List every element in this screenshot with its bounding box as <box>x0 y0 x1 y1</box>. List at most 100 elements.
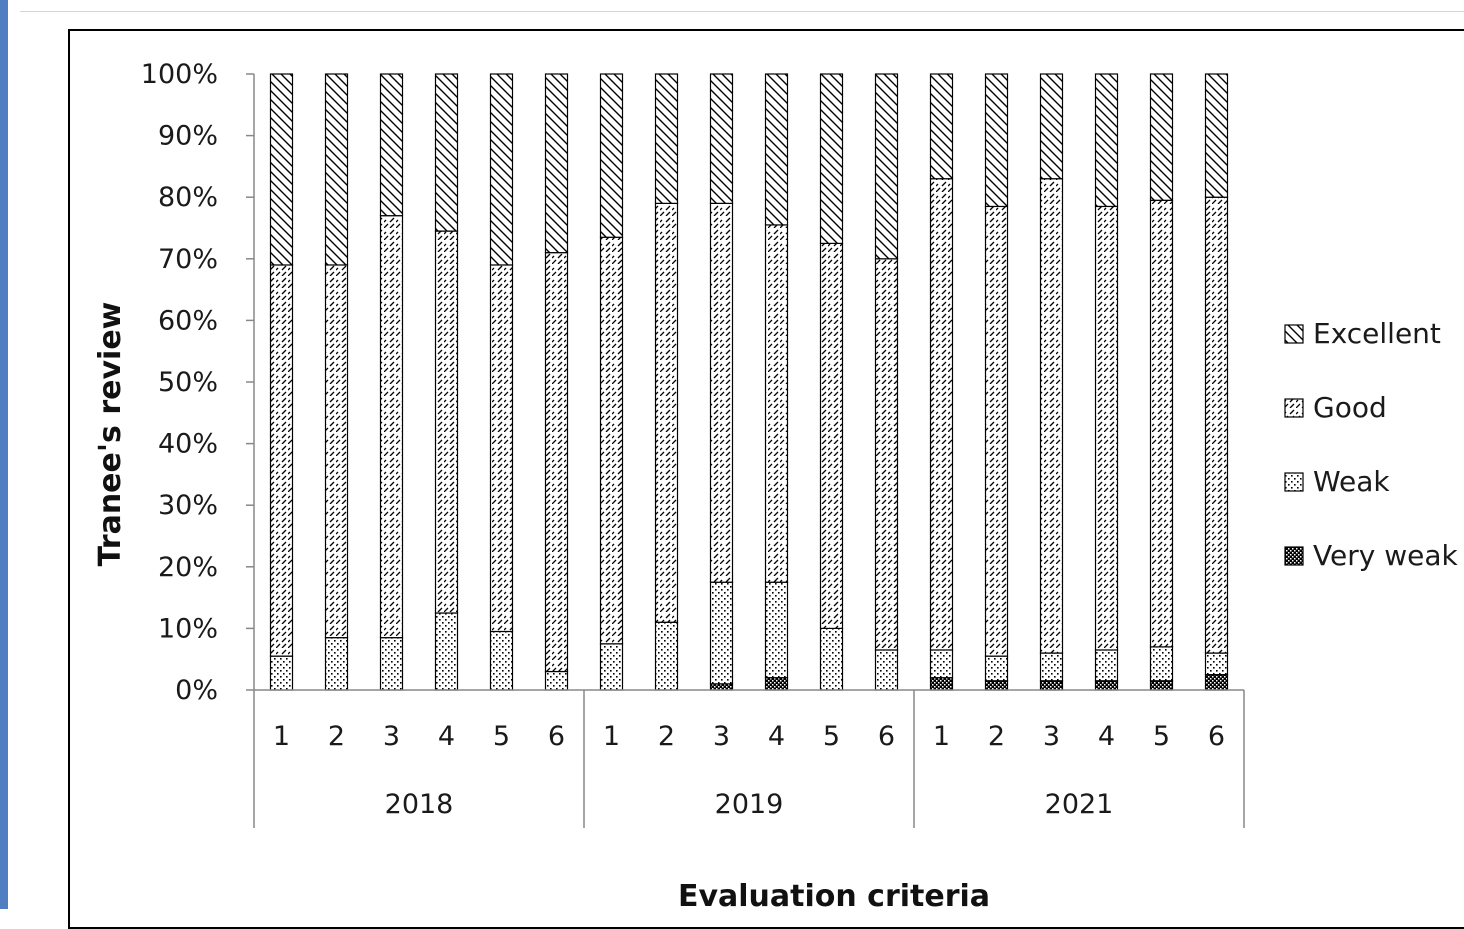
bar-segment-excellent <box>599 73 624 238</box>
bar-segment-good <box>324 264 349 639</box>
x-category-label: 3 <box>383 721 400 752</box>
bar-segment-weak <box>984 655 1009 682</box>
x-group-label: 2018 <box>385 789 454 820</box>
bar-segment-excellent <box>1094 73 1119 208</box>
bar-segment-good <box>1094 205 1119 651</box>
bar-segment-good <box>1204 196 1229 654</box>
bar-segment-excellent <box>874 73 899 260</box>
bar-segment-good <box>1039 178 1064 654</box>
bar-segment-weak <box>1149 646 1174 682</box>
x-category-label: 4 <box>438 721 455 752</box>
x-category-label: 2 <box>988 721 1005 752</box>
bar-segment-good <box>434 230 459 614</box>
bar-segment-weak <box>874 649 899 691</box>
bar-segment-weak <box>269 655 294 691</box>
bar-segment-good <box>929 178 954 651</box>
bar-segment-excellent <box>489 73 514 266</box>
bar-segment-very-weak <box>1094 680 1119 691</box>
bar-segment-very-weak <box>1149 680 1174 691</box>
bar-segment-weak <box>819 627 844 691</box>
bar-segment-weak <box>709 581 734 685</box>
bar-segment-weak <box>434 612 459 691</box>
legend-label: Very weak <box>1313 539 1458 572</box>
y-tick-label: 90% <box>158 121 218 152</box>
y-tick-label: 100% <box>141 59 218 90</box>
bar-segment-excellent <box>1204 73 1229 198</box>
x-category-label: 6 <box>1208 721 1225 752</box>
legend-swatch-excellent <box>1284 324 1304 344</box>
bar-segment-excellent <box>544 73 569 254</box>
bar-segment-good <box>984 205 1009 657</box>
bar-segment-weak <box>379 637 404 691</box>
x-group-label: 2019 <box>715 789 784 820</box>
legend-label: Weak <box>1313 465 1390 498</box>
x-category-label: 3 <box>1043 721 1060 752</box>
bar-segment-weak <box>654 621 679 691</box>
window-left-edge <box>0 0 8 909</box>
bar-segment-good <box>1149 199 1174 648</box>
legend-swatch-good <box>1284 398 1304 418</box>
bar-segment-excellent <box>1039 73 1064 180</box>
bar-segment-excellent <box>324 73 349 266</box>
legend-label: Excellent <box>1313 317 1441 350</box>
y-tick-label: 50% <box>158 367 218 398</box>
bar-segment-weak <box>489 630 514 691</box>
bar-segment-excellent <box>929 73 954 180</box>
bar-segment-excellent <box>819 73 844 244</box>
legend-label: Good <box>1313 391 1387 424</box>
bar-segment-excellent <box>379 73 404 217</box>
y-tick-label: 20% <box>158 552 218 583</box>
y-tick-label: 80% <box>158 182 218 213</box>
bar-segment-excellent <box>654 73 679 204</box>
bar-segment-good <box>709 202 734 583</box>
x-category-label: 6 <box>878 721 895 752</box>
bar-segment-good <box>269 264 294 657</box>
x-category-label: 2 <box>658 721 675 752</box>
bar-segment-weak <box>1094 649 1119 682</box>
axes-layer: 0% 10% 20% 30% 40% 50% 60% 70% 80% 90% 100% 1 2 3 4 5 6 2… <box>93 59 1245 909</box>
y-tick-label: 30% <box>158 490 218 521</box>
bar-segment-weak <box>929 649 954 679</box>
bar-segment-weak <box>764 581 789 679</box>
bar-segment-very-weak <box>929 677 954 691</box>
x-category-label: 1 <box>933 721 950 752</box>
y-tick-label: 70% <box>158 244 218 275</box>
bar-segment-excellent <box>984 73 1009 208</box>
x-category-label: 3 <box>713 721 730 752</box>
bar-segment-weak <box>1039 652 1064 682</box>
y-axis-title: Tranee's review <box>93 302 128 567</box>
x-category-label: 1 <box>273 721 290 752</box>
bar-segment-very-weak <box>1039 680 1064 691</box>
legend-swatch-very-weak <box>1284 546 1304 566</box>
x-axis-title: Evaluation criteria <box>678 879 990 909</box>
stacked-bar-chart: 0% 10% 20% 30% 40% 50% 60% 70% 80% 90% 100% 1 2 3 4 5 6 2… <box>93 59 1458 909</box>
y-tick-label: 40% <box>158 429 218 460</box>
legend: Excellent Good Weak Very weak <box>1284 317 1458 572</box>
top-divider <box>20 11 1464 12</box>
x-group-label: 2021 <box>1045 789 1114 820</box>
bar-segment-good <box>874 258 899 651</box>
bar-segment-very-weak <box>984 680 1009 691</box>
bar-segment-excellent <box>1149 73 1174 201</box>
bar-segment-very-weak <box>1204 673 1229 691</box>
bar-segment-very-weak <box>764 677 789 691</box>
y-tick-label: 10% <box>158 613 218 644</box>
bar-segment-weak <box>324 637 349 691</box>
bar-segment-excellent <box>764 73 789 226</box>
x-category-label: 4 <box>1098 721 1115 752</box>
y-tick-label: 0% <box>175 675 218 706</box>
x-category-label: 6 <box>548 721 565 752</box>
bar-segment-weak <box>1204 652 1229 676</box>
bar-segment-good <box>379 215 404 639</box>
x-category-label: 1 <box>603 721 620 752</box>
bar-segment-weak <box>599 643 624 691</box>
x-category-label: 5 <box>493 721 510 752</box>
bar-segment-good <box>819 242 844 629</box>
bar-segment-good <box>544 252 569 673</box>
bar-segment-very-weak <box>709 683 734 691</box>
bar-segment-good <box>489 264 514 633</box>
bars-layer <box>269 73 1229 691</box>
bar-segment-weak <box>544 670 569 691</box>
bar-segment-excellent <box>709 73 734 204</box>
bar-segment-good <box>764 224 789 583</box>
